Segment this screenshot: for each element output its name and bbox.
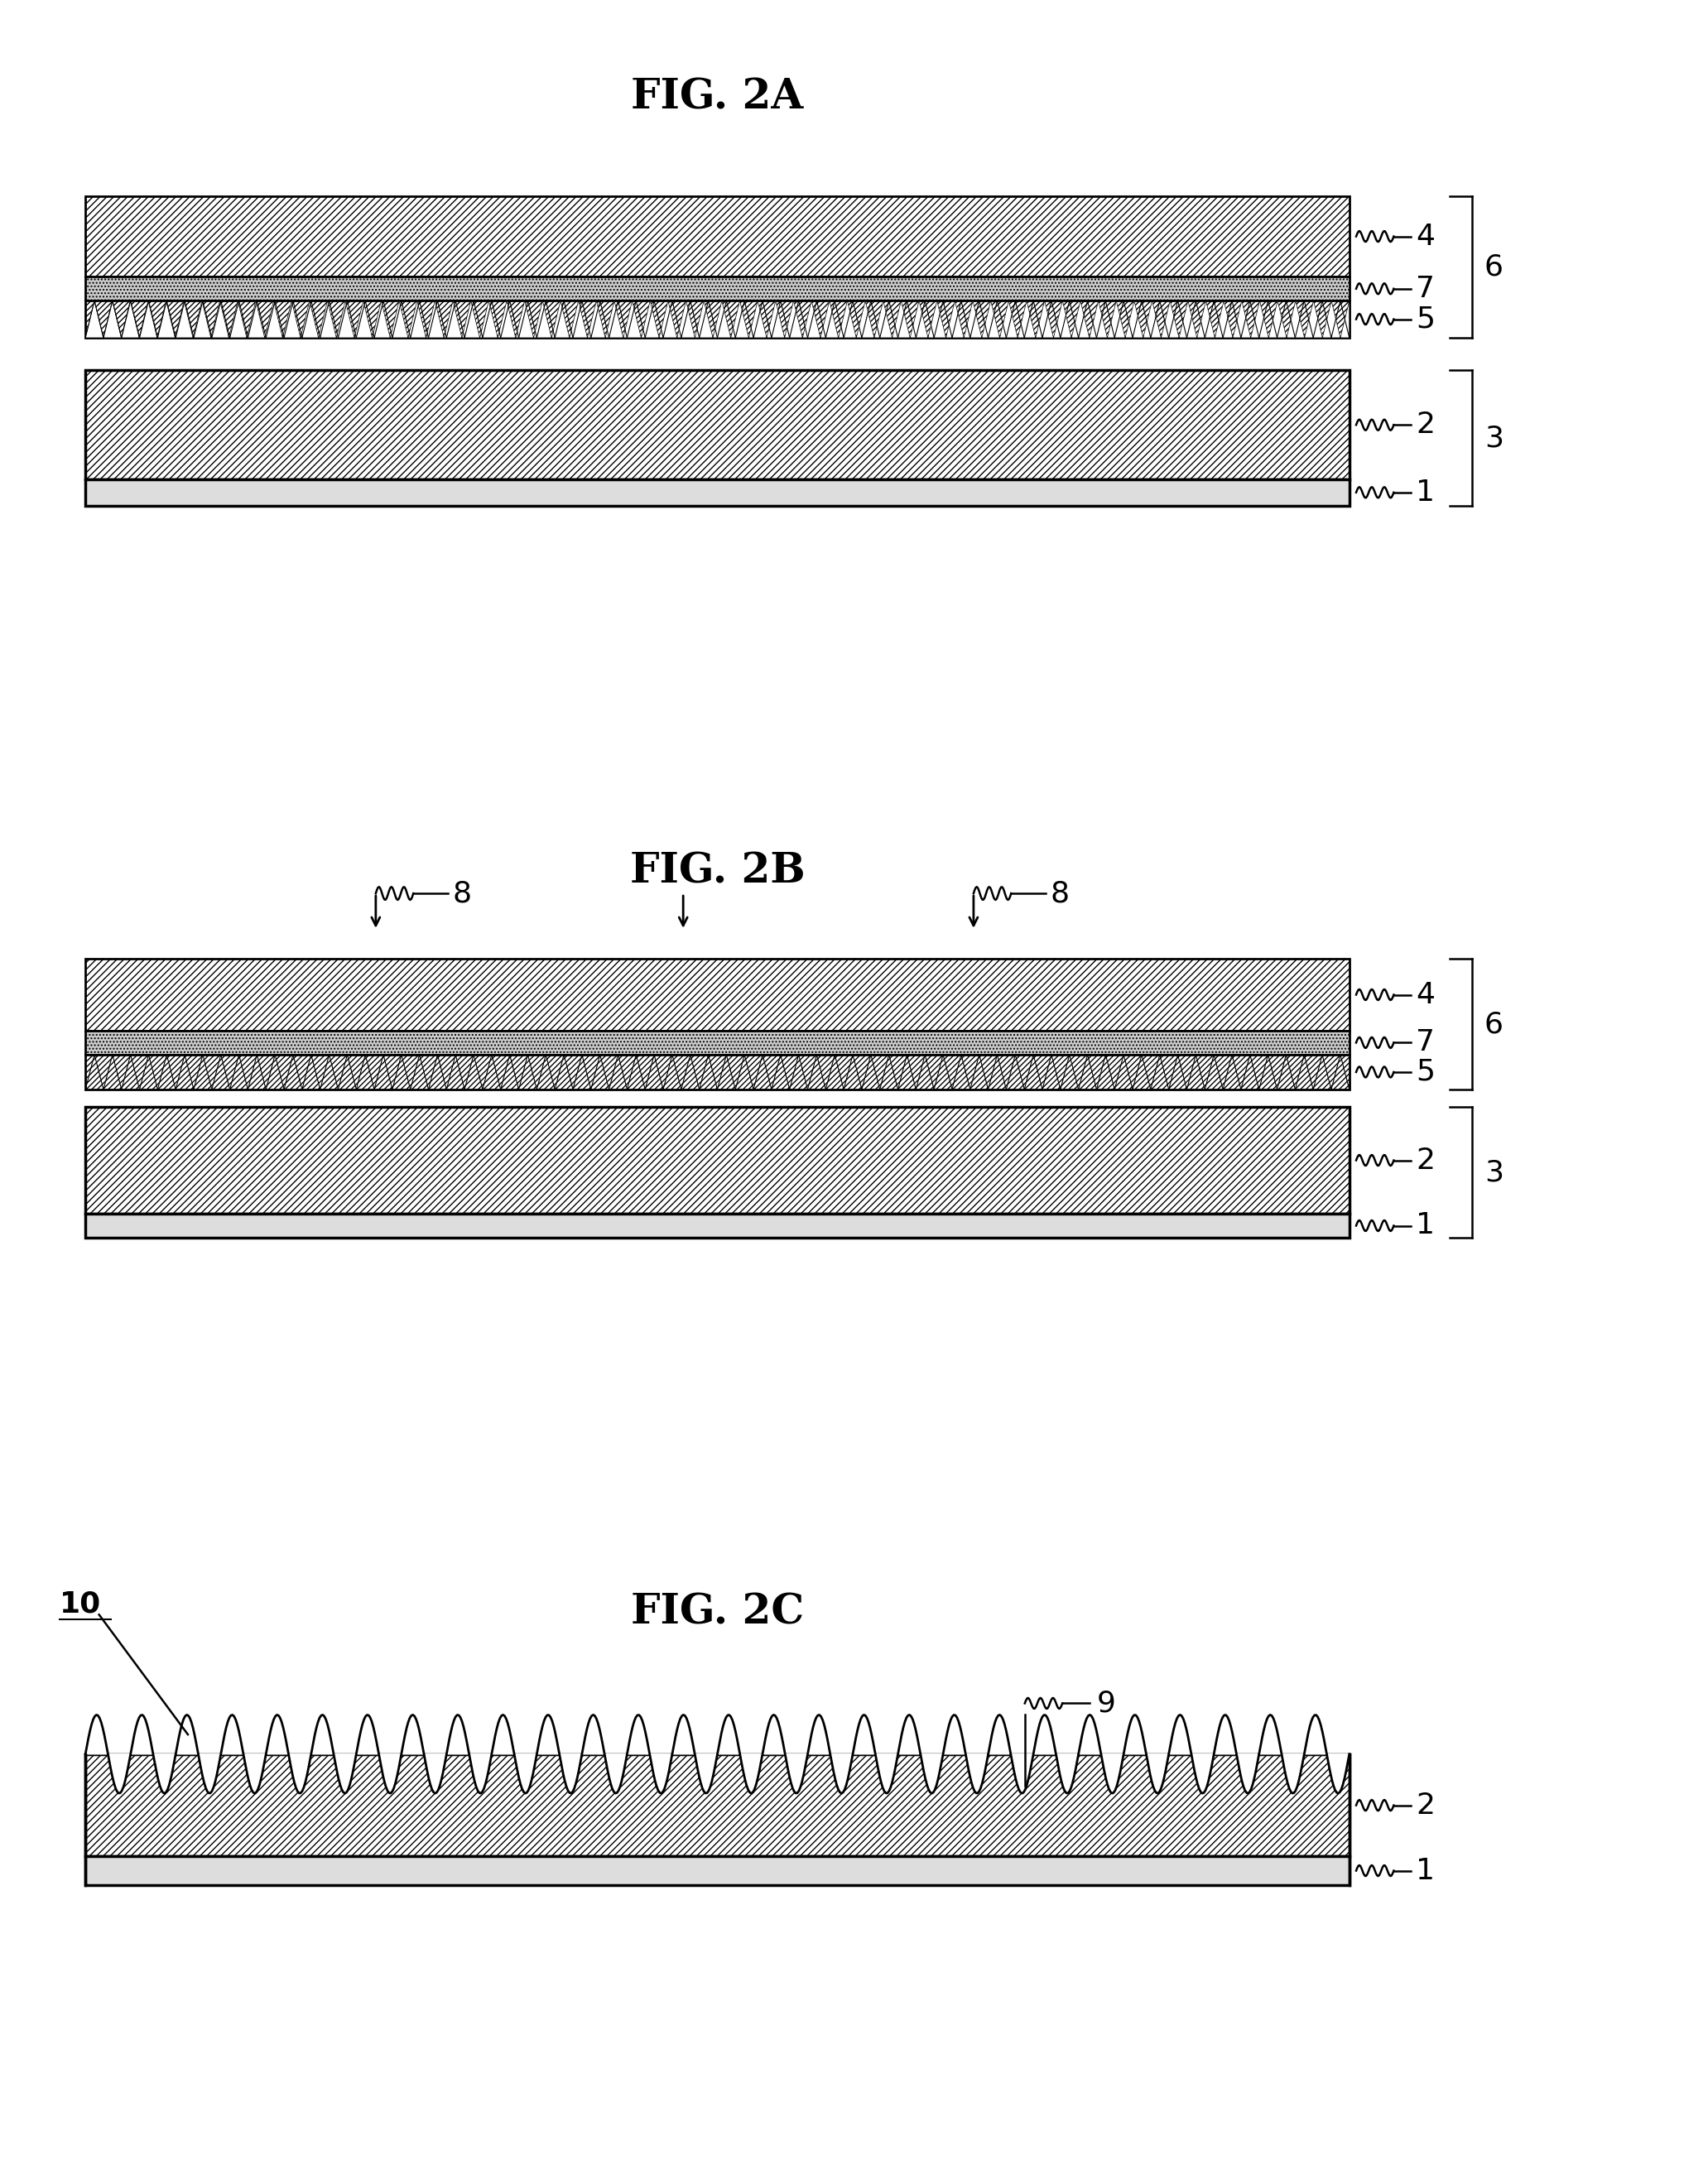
Text: 2: 2 — [1416, 412, 1435, 438]
Text: 4: 4 — [1416, 222, 1435, 251]
Text: 3: 3 — [1484, 425, 1503, 451]
Bar — [85, 1214, 1349, 1238]
Text: 7: 7 — [1416, 1028, 1435, 1057]
Text: FIG. 2A: FIG. 2A — [632, 78, 803, 118]
Text: 5: 5 — [1416, 305, 1435, 333]
Polygon shape — [85, 301, 1349, 338]
Text: FIG. 2B: FIG. 2B — [630, 852, 804, 891]
Bar — [85, 1055, 1349, 1090]
Text: 7: 7 — [1416, 275, 1435, 303]
Bar — [85, 370, 1349, 479]
Text: 4: 4 — [1416, 981, 1435, 1009]
Text: 6: 6 — [1484, 253, 1503, 281]
Bar — [85, 1754, 1349, 1857]
Bar — [85, 196, 1349, 277]
Text: 10: 10 — [60, 1591, 101, 1617]
Text: FIG. 2C: FIG. 2C — [630, 1593, 804, 1632]
Bar — [85, 1857, 1349, 1885]
Text: 8: 8 — [453, 880, 471, 906]
Text: 1: 1 — [1416, 1857, 1435, 1885]
Bar — [85, 277, 1349, 301]
Text: 5: 5 — [1416, 1059, 1435, 1085]
Text: 2: 2 — [1416, 1146, 1435, 1174]
Bar — [85, 959, 1349, 1031]
Text: 3: 3 — [1484, 1159, 1503, 1185]
Bar — [85, 1031, 1349, 1055]
Text: 8: 8 — [1050, 880, 1069, 906]
Text: 1: 1 — [1416, 479, 1435, 506]
Text: 1: 1 — [1416, 1212, 1435, 1240]
Text: 2: 2 — [1416, 1791, 1435, 1819]
Text: 6: 6 — [1484, 1011, 1503, 1037]
Bar — [85, 479, 1349, 506]
Text: 9: 9 — [1097, 1689, 1115, 1717]
Bar — [85, 301, 1349, 338]
Bar — [85, 1107, 1349, 1214]
